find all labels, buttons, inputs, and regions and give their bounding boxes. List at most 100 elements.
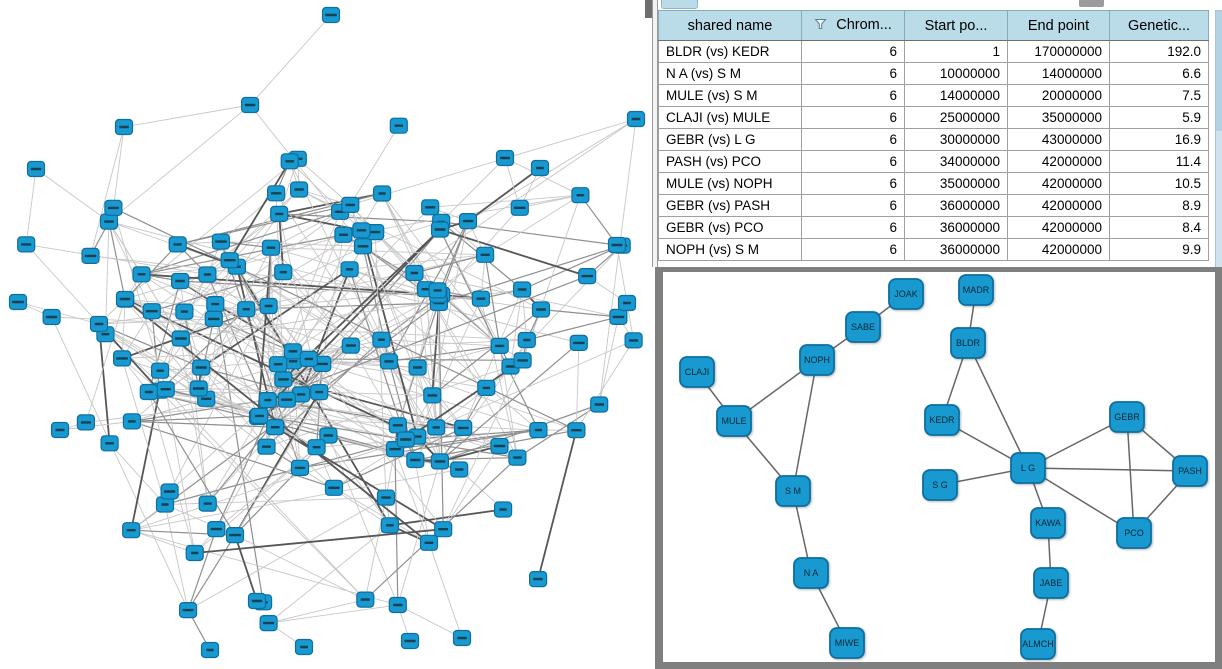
overview-node[interactable] [408,359,427,376]
overview-node[interactable] [100,435,119,452]
table-cell[interactable]: 25000000 [904,106,1008,129]
overview-node[interactable] [626,110,646,128]
overview-node[interactable] [373,185,392,202]
table-cell[interactable]: 11.4 [1109,150,1209,173]
overview-node[interactable] [8,293,28,311]
overview-node[interactable] [114,118,134,136]
overview-node[interactable] [494,501,513,518]
overview-node[interactable] [380,517,399,534]
overview-node[interactable] [266,419,285,436]
overview-node[interactable] [427,419,446,436]
overview-node[interactable] [510,199,529,216]
overview-node[interactable] [290,459,310,476]
overview-node[interactable] [179,601,198,619]
overview-node[interactable] [259,614,278,632]
overview-node[interactable] [220,252,239,269]
overview-node[interactable] [590,396,609,413]
overview-node[interactable] [423,387,442,404]
table-cell[interactable]: 16.9 [1109,128,1209,151]
overview-node[interactable] [454,419,473,436]
overview-node[interactable] [513,352,532,369]
table-cell[interactable]: 6 [801,150,905,173]
overview-node[interactable] [198,266,217,283]
network-node-kedr[interactable]: KEDR [924,404,960,436]
overview-node[interactable] [241,96,260,114]
network-node-l-g[interactable]: L G [1010,452,1046,484]
overview-node[interactable] [379,353,399,370]
table-cell[interactable]: 36000000 [904,216,1008,239]
overview-node[interactable] [156,381,175,398]
table-cell[interactable]: BLDR (vs) KEDR [658,40,802,63]
overview-node[interactable] [430,221,450,238]
overview-node[interactable] [42,308,61,326]
table-cell[interactable]: 34000000 [904,150,1008,173]
overview-node[interactable] [299,350,318,367]
overview-node[interactable] [353,238,373,255]
overview-node[interactable] [388,596,407,614]
table-cell[interactable]: 8.4 [1109,216,1209,239]
table-cell[interactable]: 192.0 [1109,40,1209,63]
table-cell[interactable]: 170000000 [1007,40,1110,63]
overview-node[interactable] [324,479,344,496]
overview-node[interactable] [160,483,179,500]
hscrollbar-fragment[interactable] [1079,0,1104,7]
overview-node[interactable] [389,117,408,134]
network-detail-canvas[interactable]: JOAK SABE NOPH CLAJI MULE S M N A MIWE MADR BLDR K… [663,272,1215,662]
table-row[interactable]: BLDR (vs) KEDR 6 1 170000000 192.0 [658,40,1209,63]
overview-node[interactable] [617,294,637,312]
network-node-miwe[interactable]: MIWE [829,627,865,659]
overview-node[interactable] [508,449,527,466]
overview-node[interactable] [341,337,360,354]
overview-node[interactable] [261,239,281,256]
overview-node[interactable] [495,149,515,167]
table-cell[interactable]: MULE (vs) S M [658,84,802,107]
overview-node[interactable] [171,272,190,290]
table-cell[interactable]: GEBR (vs) L G [658,128,802,151]
table-cell[interactable]: 6 [801,216,905,239]
network-node-mule[interactable]: MULE [716,405,752,437]
overview-node[interactable] [428,282,447,299]
overview-node[interactable] [567,422,586,439]
network-edge-NOPH-S M[interactable] [792,359,818,492]
column-header-start-point[interactable]: Start po... [904,10,1008,41]
overview-node[interactable] [17,236,36,253]
table-row[interactable]: GEBR (vs) L G 6 30000000 43000000 16.9 [658,128,1209,151]
overview-node[interactable] [458,213,478,230]
overview-node[interactable] [476,246,495,263]
table-cell[interactable]: 6 [801,106,905,129]
table-cell[interactable]: 6 [801,128,905,151]
overview-node[interactable] [185,544,204,562]
overview-node[interactable] [569,334,588,351]
overview-node[interactable] [396,431,415,448]
overview-node[interactable] [269,356,288,373]
overview-node[interactable] [512,281,532,298]
network-node-noph[interactable]: NOPH [799,344,835,376]
table-row[interactable]: MULE (vs) NOPH 6 35000000 42000000 10.5 [658,172,1209,195]
network-node-s-m[interactable]: S M [775,475,811,507]
overview-node[interactable] [419,534,439,551]
overview-node[interactable] [104,199,123,216]
table-cell[interactable]: 6 [801,62,905,85]
overview-node[interactable] [50,421,70,439]
network-node-kawa[interactable]: KAWA [1030,507,1066,539]
overview-node[interactable] [168,236,187,253]
column-header-genetic[interactable]: Genetic... [1109,10,1209,41]
table-cell[interactable]: 7.5 [1109,84,1209,107]
overview-node[interactable] [267,185,286,202]
overview-node[interactable] [530,159,550,177]
overview-node[interactable] [204,310,223,327]
overview-node[interactable] [225,526,245,544]
column-header-shared-name[interactable]: shared name [658,10,802,41]
overview-node[interactable] [237,301,256,318]
table-cell[interactable]: 6 [801,238,905,261]
overview-node[interactable] [294,638,314,656]
network-node-bldr[interactable]: BLDR [950,327,986,359]
table-cell[interactable]: MULE (vs) NOPH [658,172,802,195]
overview-node[interactable] [175,303,194,320]
table-cell[interactable]: 10.5 [1109,172,1209,195]
table-cell[interactable]: 14000000 [904,84,1008,107]
network-node-sabe[interactable]: SABE [845,311,881,343]
network-node-claji[interactable]: CLAJI [679,356,715,388]
table-cell[interactable]: CLAJI (vs) MULE [658,106,802,129]
scrollbar-thumb[interactable] [1216,11,1222,131]
